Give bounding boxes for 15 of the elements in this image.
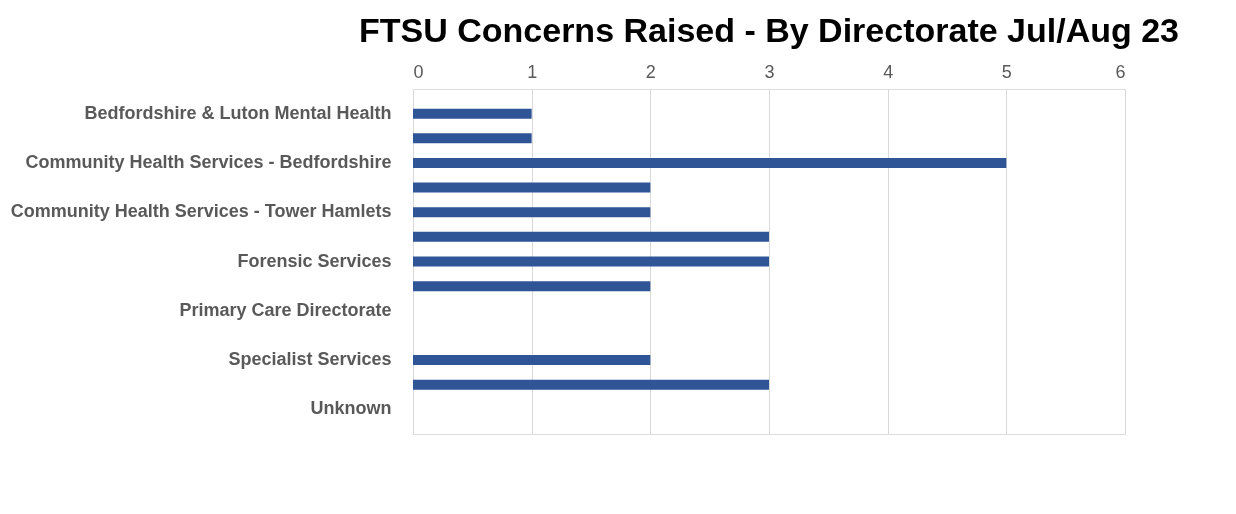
x-tick-label: 0 [413,61,424,82]
x-tick-label: 5 [1001,61,1012,82]
x-tick-label: 2 [645,61,656,82]
y-tick-label: Primary Care Directorate [179,299,392,320]
y-tick-label: Specialist Services [228,349,392,370]
x-tick-label: 3 [764,61,775,82]
y-tick-label: Community Health Services - Tower Hamlets [10,201,392,222]
y-tick-label: Bedfordshire & Luton Mental Health [84,102,392,123]
y-tick-label: Community Health Services - Bedfordshire [25,151,392,172]
x-tick-label: 4 [883,61,894,82]
x-tick-label: 1 [527,61,538,82]
x-tick-label: 6 [1115,61,1126,82]
chart-title: FTSU Concerns Raised - By Directorate Jul/Aug 23 [359,11,1179,49]
y-tick-label: Unknown [310,398,392,419]
y-tick-label: Forensic Services [237,250,392,271]
